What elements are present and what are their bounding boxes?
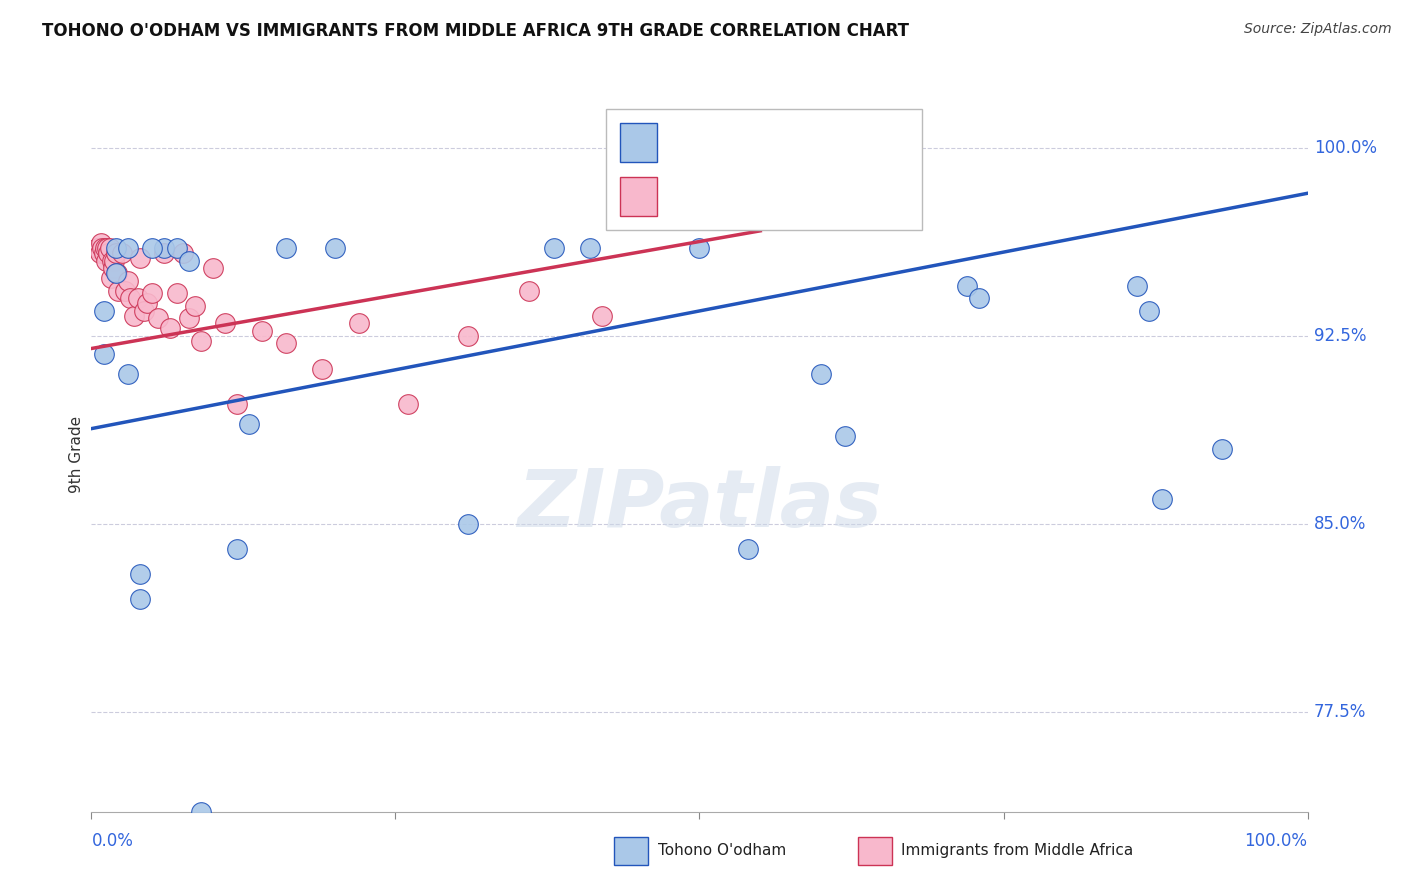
Point <box>190 805 212 819</box>
Y-axis label: 9th Grade: 9th Grade <box>69 417 84 493</box>
Point <box>104 241 127 255</box>
Point <box>591 309 613 323</box>
Point <box>1139 304 1161 318</box>
Point <box>177 253 200 268</box>
Point <box>94 253 117 268</box>
Point <box>93 304 115 318</box>
Point <box>810 367 832 381</box>
FancyBboxPatch shape <box>606 109 922 230</box>
Point <box>103 261 125 276</box>
Point <box>834 429 856 443</box>
Point <box>141 286 163 301</box>
Point <box>90 236 112 251</box>
Point <box>688 241 710 255</box>
Point <box>117 241 139 255</box>
Text: 100.0%: 100.0% <box>1244 831 1308 850</box>
Point <box>96 241 118 255</box>
Text: 92.5%: 92.5% <box>1313 327 1367 345</box>
Point <box>153 246 176 260</box>
FancyBboxPatch shape <box>858 837 891 865</box>
Point <box>166 241 188 255</box>
Point <box>104 266 127 280</box>
Point <box>311 361 333 376</box>
Point <box>274 336 297 351</box>
Point <box>94 241 117 255</box>
Point <box>129 566 152 581</box>
Point <box>122 309 145 323</box>
Point <box>129 591 152 606</box>
Point <box>101 253 124 268</box>
Point <box>114 284 136 298</box>
Point <box>226 396 249 410</box>
Point <box>91 241 114 255</box>
Point <box>129 252 152 266</box>
Point <box>153 241 176 255</box>
Text: N = 46: N = 46 <box>797 187 865 205</box>
Text: 0.0%: 0.0% <box>91 831 134 850</box>
Point <box>347 317 370 331</box>
Point <box>93 346 115 360</box>
Point <box>104 246 127 260</box>
Point <box>132 304 155 318</box>
Text: TOHONO O'ODHAM VS IMMIGRANTS FROM MIDDLE AFRICA 9TH GRADE CORRELATION CHART: TOHONO O'ODHAM VS IMMIGRANTS FROM MIDDLE… <box>42 22 910 40</box>
Point <box>127 292 149 306</box>
Point <box>238 417 260 431</box>
Point <box>141 241 163 255</box>
Text: N = 30: N = 30 <box>797 134 865 152</box>
Point <box>967 292 990 306</box>
Point <box>517 284 540 298</box>
Point <box>1150 491 1173 506</box>
Point <box>190 334 212 348</box>
Point <box>148 311 170 326</box>
Point <box>172 246 194 260</box>
Point <box>177 311 200 326</box>
Point <box>543 241 565 255</box>
Point <box>159 321 181 335</box>
Point <box>105 266 128 280</box>
Point <box>107 284 129 298</box>
Text: Source: ZipAtlas.com: Source: ZipAtlas.com <box>1244 22 1392 37</box>
Point <box>120 292 142 306</box>
Point <box>93 246 115 260</box>
Point <box>184 299 207 313</box>
Point <box>89 246 111 260</box>
Point <box>579 241 602 255</box>
FancyBboxPatch shape <box>614 837 648 865</box>
Point <box>100 271 122 285</box>
Point <box>97 246 120 260</box>
Text: 100.0%: 100.0% <box>1313 139 1376 157</box>
FancyBboxPatch shape <box>620 177 657 216</box>
Text: 85.0%: 85.0% <box>1313 515 1367 533</box>
Point <box>956 279 979 293</box>
Point <box>117 274 139 288</box>
Point <box>457 516 479 531</box>
Point <box>202 261 225 276</box>
Point <box>98 241 121 255</box>
Point <box>323 241 346 255</box>
Text: R = 0.478: R = 0.478 <box>675 187 773 205</box>
Point <box>1126 279 1149 293</box>
Point <box>214 317 236 331</box>
Point <box>457 329 479 343</box>
Point <box>1211 442 1233 456</box>
Point <box>396 396 419 410</box>
Point <box>274 241 297 255</box>
Point <box>250 324 273 338</box>
Text: 77.5%: 77.5% <box>1313 703 1367 721</box>
Text: Immigrants from Middle Africa: Immigrants from Middle Africa <box>901 844 1133 858</box>
FancyBboxPatch shape <box>620 123 657 162</box>
Point <box>226 541 249 556</box>
Text: ZIPatlas: ZIPatlas <box>517 466 882 544</box>
Point <box>117 367 139 381</box>
Point <box>103 253 125 268</box>
Point <box>86 241 108 255</box>
Point <box>166 286 188 301</box>
Point <box>737 541 759 556</box>
Point <box>136 296 159 310</box>
Point <box>111 246 134 260</box>
Text: R = 0.359: R = 0.359 <box>675 134 773 152</box>
Text: Tohono O'odham: Tohono O'odham <box>658 844 786 858</box>
